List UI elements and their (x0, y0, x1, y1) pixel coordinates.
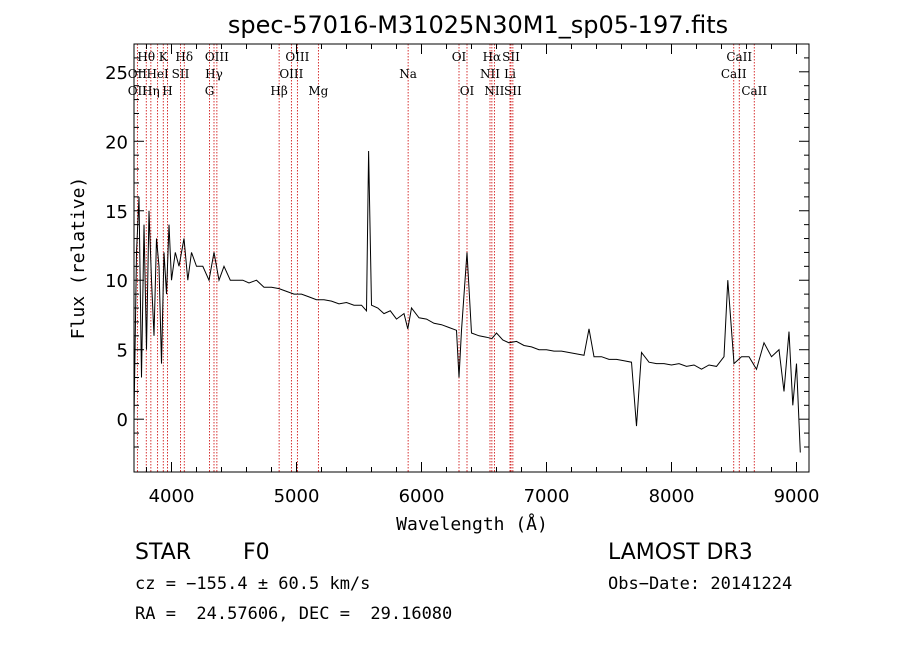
line-label: OII (128, 84, 148, 98)
y-axis: 0 5 10 15 20 25 (105, 57, 809, 448)
line-label: Mg (308, 84, 328, 98)
line-label: Na (399, 67, 417, 81)
x-tick-label: 7000 (524, 486, 570, 507)
line-label: Hη (142, 84, 160, 98)
x-tick-label: 4000 (149, 486, 195, 507)
line-label: OII (128, 67, 148, 81)
line-label: K (159, 50, 169, 64)
line-label: H (162, 84, 172, 98)
line-label: CaII (741, 84, 767, 98)
x-tick-label: 8000 (649, 486, 695, 507)
y-tick-label: 5 (117, 341, 128, 362)
x-axis: 4000 5000 6000 7000 8000 9000 (146, 44, 820, 507)
y-tick-label: 15 (105, 202, 128, 223)
line-label: Hβ (270, 84, 287, 98)
x-axis-label: Wavelength (Å) (396, 513, 548, 535)
line-label: NII (484, 84, 504, 98)
plot-frame (133, 43, 810, 473)
x-tick-label: 9000 (774, 486, 820, 507)
line-label: Li (504, 67, 516, 81)
line-label: Hα (483, 50, 502, 64)
line-label: Hδ (175, 50, 193, 64)
object-subclass: F0 (243, 540, 270, 565)
line-label: G (205, 84, 215, 98)
line-label: CaII (726, 50, 752, 64)
line-label: SII (504, 84, 522, 98)
line-label: SII (172, 67, 190, 81)
object-class: STAR (135, 540, 192, 565)
line-label: OIII (279, 67, 303, 81)
line-label: Hθ (137, 50, 155, 64)
line-label: OI (452, 50, 467, 64)
line-label: NII (480, 67, 500, 81)
observation-date: Obs−Date: 20141224 (608, 574, 793, 594)
spectrum-line (133, 150, 801, 453)
chart-title: spec-57016-M31025N30M1_sp05-197.fits (228, 11, 728, 39)
survey-name: LAMOST DR3 (608, 540, 753, 565)
y-axis-label: Flux (relative) (68, 177, 89, 340)
line-label: CaII (721, 67, 747, 81)
line-label: OI (460, 84, 475, 98)
y-tick-label: 0 (117, 410, 128, 431)
coordinates: RA = 24.57606, DEC = 29.16080 (135, 604, 453, 624)
x-tick-label: 5000 (274, 486, 320, 507)
line-label: SII (502, 50, 520, 64)
line-label: OIII (205, 50, 229, 64)
line-markers (136, 44, 755, 472)
line-label: Hγ (205, 67, 223, 81)
y-tick-label: 25 (105, 63, 128, 84)
y-tick-label: 10 (105, 271, 128, 292)
line-label: OIII (285, 50, 309, 64)
x-tick-label: 6000 (399, 486, 445, 507)
y-tick-label: 20 (105, 132, 128, 153)
line-label: HeI (146, 67, 169, 81)
redshift-velocity: cz = −155.4 ± 60.5 km/s (135, 574, 371, 594)
